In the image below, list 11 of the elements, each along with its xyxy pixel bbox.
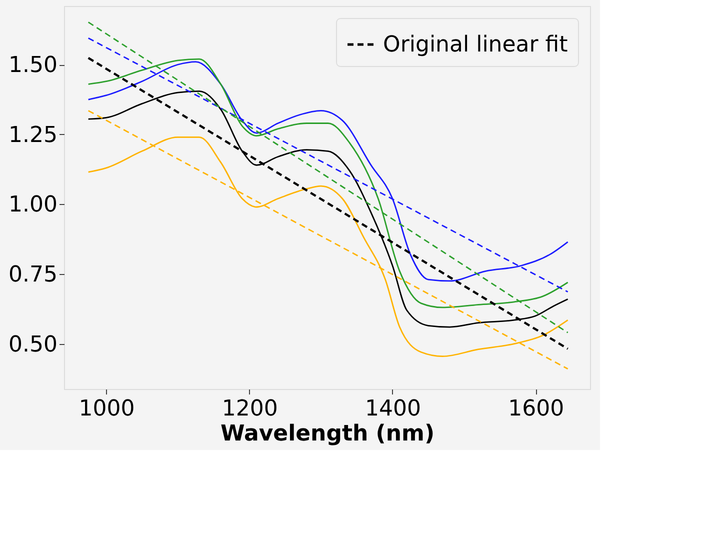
- x-tick-label: 1400: [364, 396, 421, 422]
- y-tick-label: 1.50: [8, 53, 58, 78]
- y-tick-label: 0.50: [8, 332, 58, 358]
- x-tick-label: 1200: [222, 396, 278, 422]
- x-tick-label: 1600: [508, 396, 564, 422]
- y-tick-label: 0.75: [8, 262, 58, 288]
- y-tick-label: 1.00: [8, 192, 58, 218]
- y-tick-label: 1.25: [8, 122, 58, 148]
- legend-label: Original linear fit: [383, 32, 568, 58]
- x-axis-title: Wavelength (nm): [220, 422, 434, 446]
- x-tick-label: 1000: [78, 396, 135, 422]
